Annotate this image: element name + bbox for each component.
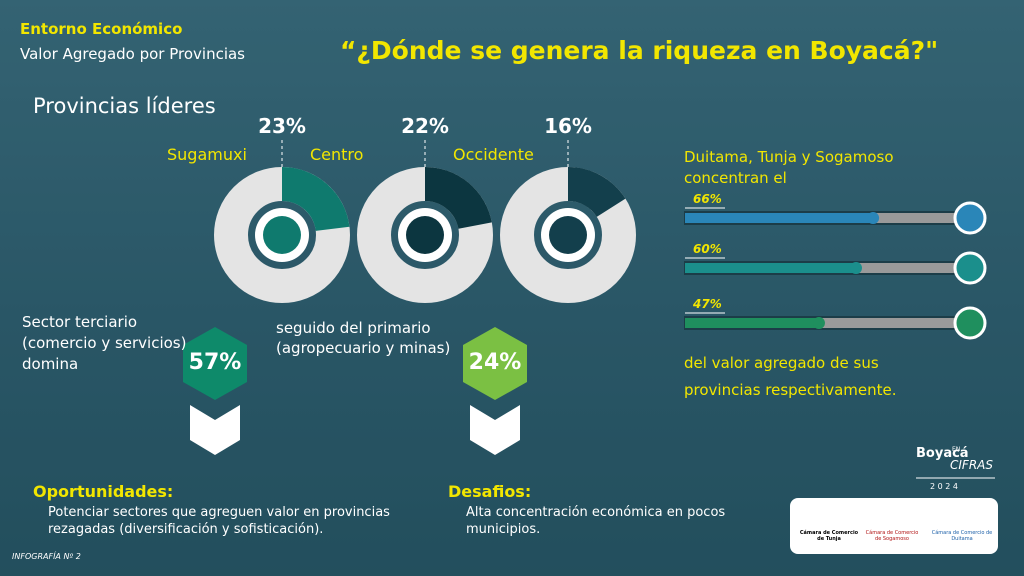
sector-value: 24% <box>468 350 522 375</box>
line: domina <box>22 355 79 373</box>
donut-label: 16% <box>544 114 592 138</box>
opportunities-title: Oportunidades: <box>33 482 174 501</box>
sector-text: seguido del primario (agropecuario y mina… <box>276 318 450 358</box>
chevron <box>470 405 520 455</box>
province-name: Occidente <box>453 145 534 164</box>
brand-cifras: CIFRAS <box>950 458 993 472</box>
donut-label: 23% <box>258 114 306 138</box>
donut-label: 22% <box>401 114 449 138</box>
brand: Boyacá <box>916 446 969 461</box>
bar-label: 66% <box>693 192 722 206</box>
chevron <box>190 405 240 455</box>
challenges-title: Desafios: <box>448 482 532 501</box>
leaders-title: Provincias líderes <box>33 94 216 118</box>
bar-knob <box>850 262 862 274</box>
infographic-number: INFOGRAFÍA Nº 2 <box>12 552 81 561</box>
line: concentran el <box>684 169 787 187</box>
donut-center <box>406 216 444 254</box>
bar-fill <box>685 213 874 223</box>
opportunities-text: Potenciar sectores que agreguen valor en… <box>48 504 390 538</box>
bar-label: 60% <box>693 242 722 256</box>
bar-end <box>953 201 987 235</box>
line: seguido del primario <box>276 319 431 337</box>
sector-text: Sector terciario (comercio y servicios) do… <box>22 312 186 375</box>
hexagon <box>183 327 247 400</box>
logo-text: Cámara de Comercio de Sogamoso <box>865 530 919 542</box>
outro: del valor agregado de sus provincias resp… <box>684 350 897 404</box>
line: del valor agregado de sus <box>684 354 879 372</box>
donut-arc <box>500 167 636 303</box>
line: rezagadas (diversificación y sofisticaci… <box>48 522 324 537</box>
bar-knob <box>867 212 880 224</box>
line: municipios. <box>466 522 541 537</box>
challenges-text: Alta concentración económica en pocos mun… <box>466 504 725 538</box>
sector-value: 57% <box>188 350 242 375</box>
intro: Duitama, Tunja y Sogamoso concentran el <box>684 147 894 189</box>
logo-text: Cámara de Comercio de Tunja <box>799 530 859 542</box>
line: (comercio y servicios) <box>22 334 187 352</box>
line: Potenciar sectores que agreguen valor en… <box>48 505 390 520</box>
bar-fill <box>685 263 856 273</box>
logo-text: Cámara de Comercio de Duitama <box>931 530 993 542</box>
hexagon <box>463 327 527 400</box>
bar-label: 47% <box>693 297 722 311</box>
line: Alta concentración económica en pocos <box>466 505 726 520</box>
bar-end <box>953 306 987 340</box>
province-name: Centro <box>310 145 364 164</box>
section: Entorno Económico <box>20 20 183 38</box>
donut-center <box>549 216 587 254</box>
line: provincias respectivamente. <box>684 381 897 399</box>
bar-fill <box>685 318 819 328</box>
brand-en: EN <box>952 446 961 453</box>
logo-panel <box>790 498 998 554</box>
year: 2 0 2 4 <box>930 482 958 491</box>
donut-arc <box>357 167 493 303</box>
province-name: Sugamuxi <box>167 145 247 164</box>
line: Sector terciario <box>22 313 138 331</box>
bar-knob <box>812 317 825 329</box>
bar-end <box>953 251 987 285</box>
line: Duitama, Tunja y Sogamoso <box>684 148 894 166</box>
subtitle: Valor Agregado por Provincias <box>20 45 245 63</box>
donut-arc <box>214 167 350 303</box>
donut-center <box>263 216 301 254</box>
headline: “¿Dónde se genera la riqueza en Boyacá?" <box>340 36 939 65</box>
line: (agropecuario y minas) <box>276 339 451 357</box>
